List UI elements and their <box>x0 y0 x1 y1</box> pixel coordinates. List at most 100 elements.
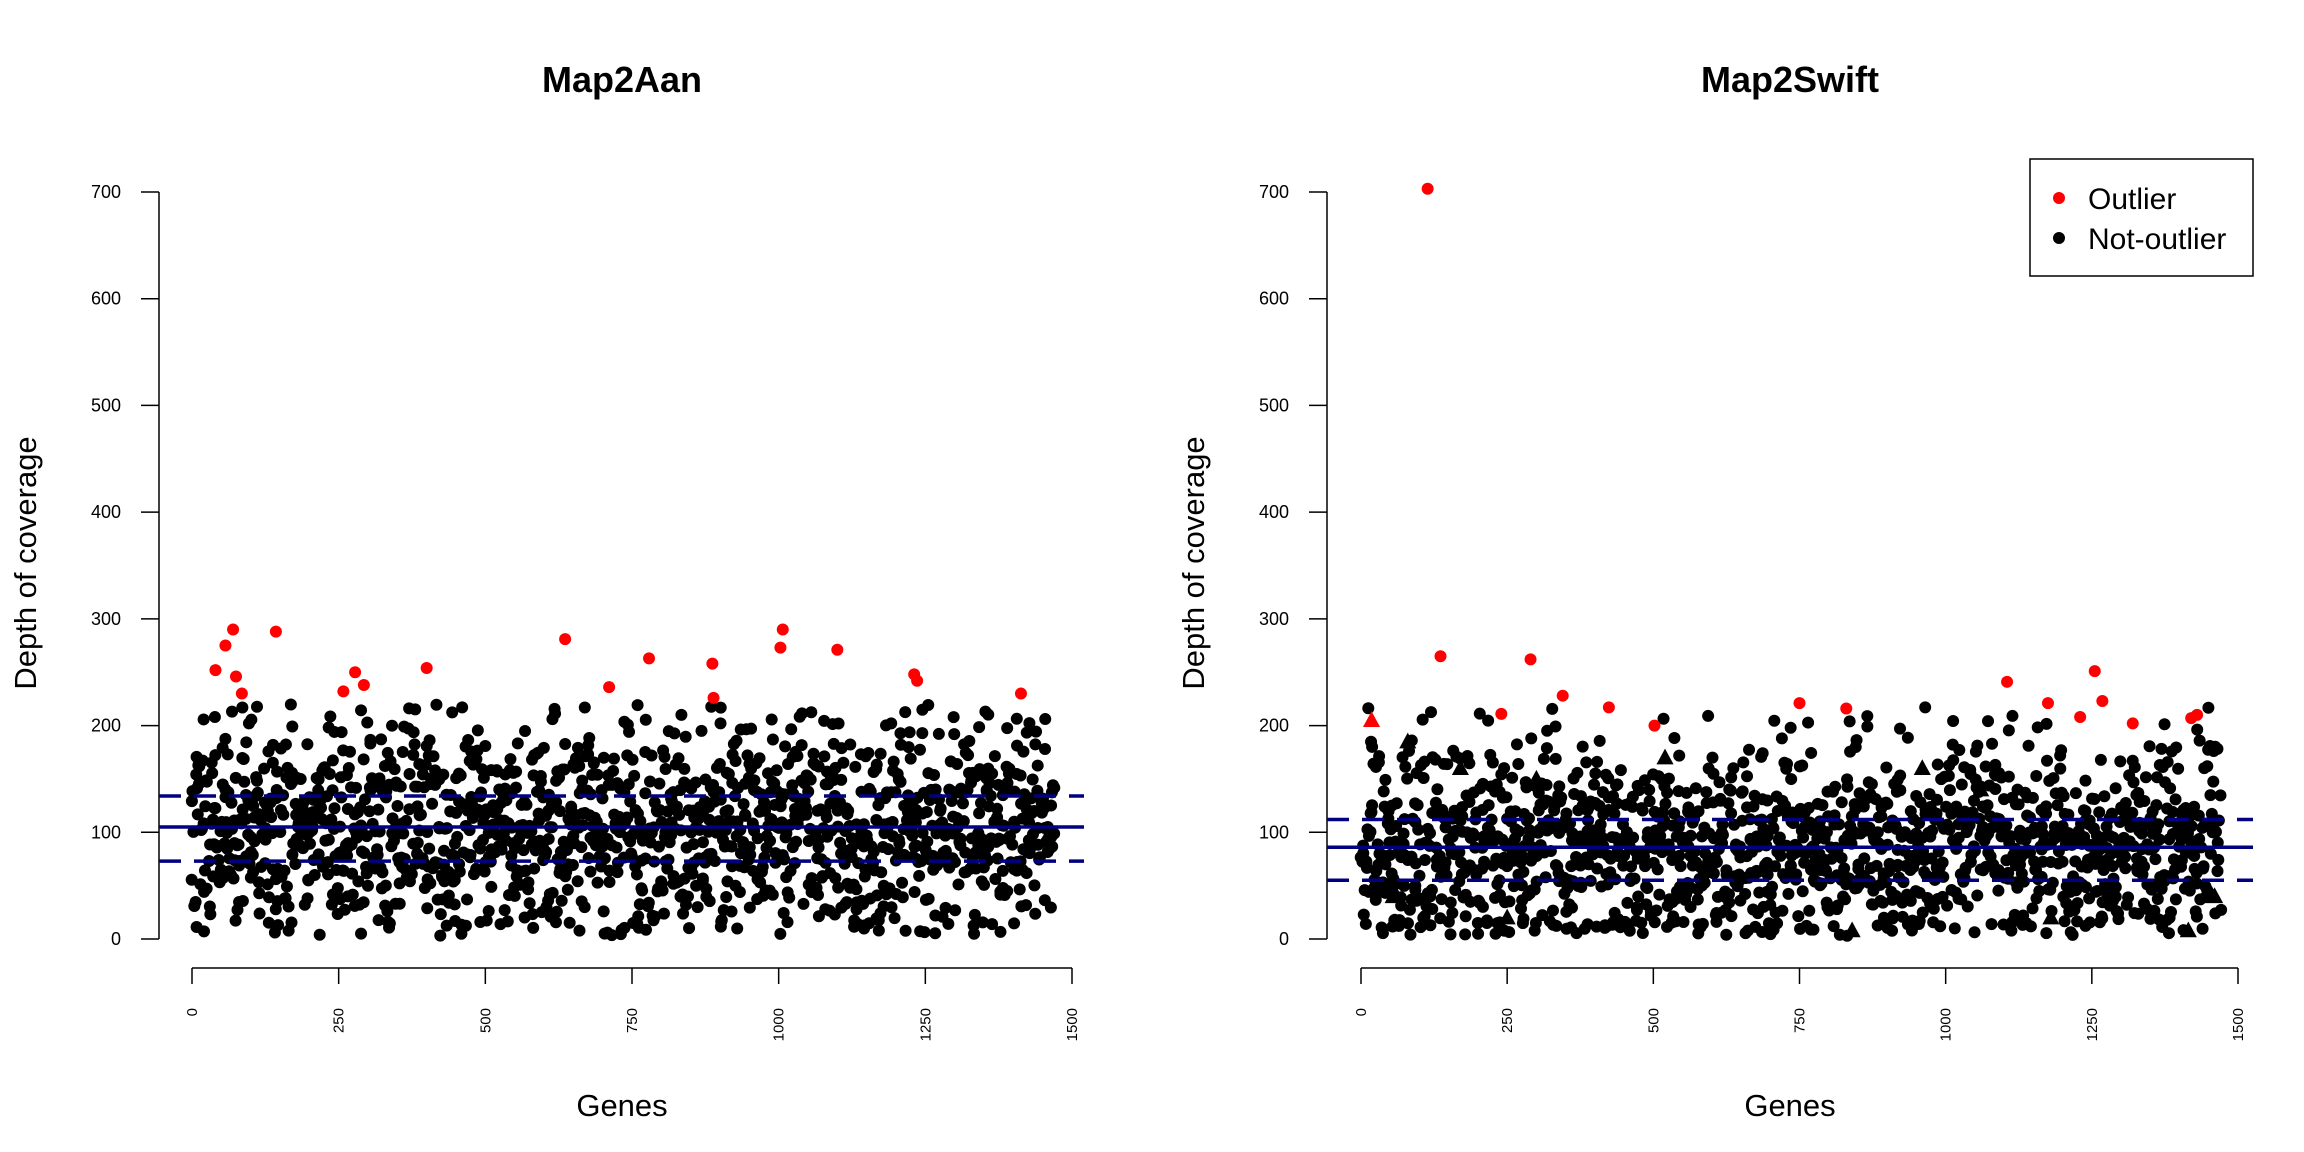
not-outlier-point <box>1364 825 1377 838</box>
not-outlier-point <box>1581 918 1594 931</box>
not-outlier-point <box>1747 800 1760 813</box>
not-outlier-point <box>534 770 547 783</box>
not-outlier-point <box>221 748 234 761</box>
not-outlier-point <box>2138 795 2151 808</box>
not-outlier-point <box>335 726 348 739</box>
not-outlier-point <box>1968 926 1981 939</box>
not-outlier-point <box>1425 706 1438 719</box>
not-outlier-point <box>1986 737 1999 750</box>
not-outlier-point <box>199 800 212 813</box>
not-outlier-point <box>510 765 523 778</box>
outlier-point <box>1602 701 1615 714</box>
x-axis-label: Genes <box>576 1088 667 1123</box>
not-outlier-point <box>355 927 368 940</box>
not-outlier-point <box>357 896 370 909</box>
not-outlier-point <box>1724 784 1737 797</box>
y-tick-label: 200 <box>1259 716 1289 736</box>
not-outlier-point <box>686 867 699 880</box>
not-outlier-point <box>712 815 725 828</box>
not-outlier-point <box>1630 904 1643 917</box>
outlier-point <box>1524 653 1537 666</box>
not-outlier-point <box>1827 920 1840 933</box>
not-outlier-point <box>424 877 437 890</box>
not-outlier-point <box>2185 820 2198 833</box>
outlier-point <box>2191 708 2204 721</box>
not-outlier-point <box>862 746 875 759</box>
not-outlier-point <box>1948 922 1961 935</box>
not-outlier-point <box>1020 899 1033 912</box>
not-outlier-point <box>929 783 942 796</box>
not-outlier-point <box>725 840 738 853</box>
not-outlier-point <box>397 827 410 840</box>
not-outlier-point <box>1515 879 1528 892</box>
not-outlier-point <box>2152 818 2165 831</box>
not-outlier-point <box>272 919 285 932</box>
not-outlier-point <box>1594 818 1607 831</box>
not-outlier-point <box>326 784 339 797</box>
not-outlier-point <box>575 841 588 854</box>
not-outlier-point <box>916 727 929 740</box>
not-outlier-point <box>1416 713 1429 726</box>
not-outlier-point <box>887 755 900 768</box>
not-outlier-point <box>791 750 804 763</box>
not-outlier-point <box>968 927 981 940</box>
not-outlier-point <box>358 846 371 859</box>
not-outlier-point <box>832 717 845 730</box>
not-outlier-point <box>1444 896 1457 909</box>
not-outlier-point <box>1023 717 1036 730</box>
outlier-point <box>1648 719 1661 732</box>
not-outlier-point <box>1643 783 1656 796</box>
not-outlier-point <box>303 837 316 850</box>
outlier-point <box>2001 675 2014 688</box>
not-outlier-point <box>2207 775 2220 788</box>
not-outlier-point <box>1979 760 1992 773</box>
legend-marker-outlier <box>2053 192 2065 204</box>
not-outlier-point <box>578 901 591 914</box>
not-outlier-point <box>739 809 752 822</box>
not-outlier-point <box>1797 831 1810 844</box>
not-outlier-point <box>1673 849 1686 862</box>
not-outlier-point <box>203 900 216 913</box>
not-outlier-point <box>478 865 491 878</box>
not-outlier-point <box>1736 785 1749 798</box>
not-outlier-point <box>459 919 472 932</box>
not-outlier-point <box>968 908 981 921</box>
not-outlier-point <box>523 897 536 910</box>
not-outlier-point <box>2024 920 2037 933</box>
not-outlier-point <box>929 927 942 940</box>
not-outlier-point <box>383 917 396 930</box>
not-outlier-point <box>978 878 991 891</box>
not-outlier-point <box>322 833 335 846</box>
not-outlier-triangle <box>1656 748 1674 765</box>
not-outlier-point <box>1636 926 1649 939</box>
not-outlier-point <box>922 699 935 712</box>
not-outlier-point <box>687 838 700 851</box>
not-outlier-point <box>2151 892 2164 905</box>
not-outlier-point <box>2158 718 2171 731</box>
not-outlier-point <box>434 908 447 921</box>
not-outlier-point <box>2002 866 2015 879</box>
outlier-point <box>349 666 362 679</box>
not-outlier-point <box>1553 780 1566 793</box>
not-outlier-point <box>1696 917 1709 930</box>
not-outlier-point <box>437 768 450 781</box>
not-outlier-point <box>1425 883 1438 896</box>
not-outlier-point <box>405 868 418 881</box>
not-outlier-point <box>894 727 907 740</box>
not-outlier-point <box>411 836 424 849</box>
not-outlier-point <box>550 905 563 918</box>
not-outlier-point <box>1947 714 1960 727</box>
not-outlier-point <box>1707 767 1720 780</box>
not-outlier-point <box>426 797 439 810</box>
y-tick-label: 400 <box>1259 502 1289 522</box>
not-outlier-point <box>1459 928 1472 941</box>
not-outlier-point <box>986 767 999 780</box>
not-outlier-point <box>583 731 596 744</box>
not-outlier-point <box>555 894 568 907</box>
not-outlier-point <box>1621 896 1634 909</box>
not-outlier-point <box>1439 821 1452 834</box>
x-tick-label: 750 <box>624 1008 641 1033</box>
not-outlier-point <box>910 839 923 852</box>
not-outlier-point <box>1725 771 1738 784</box>
legend-label-outlier: Outlier <box>2088 183 2176 216</box>
